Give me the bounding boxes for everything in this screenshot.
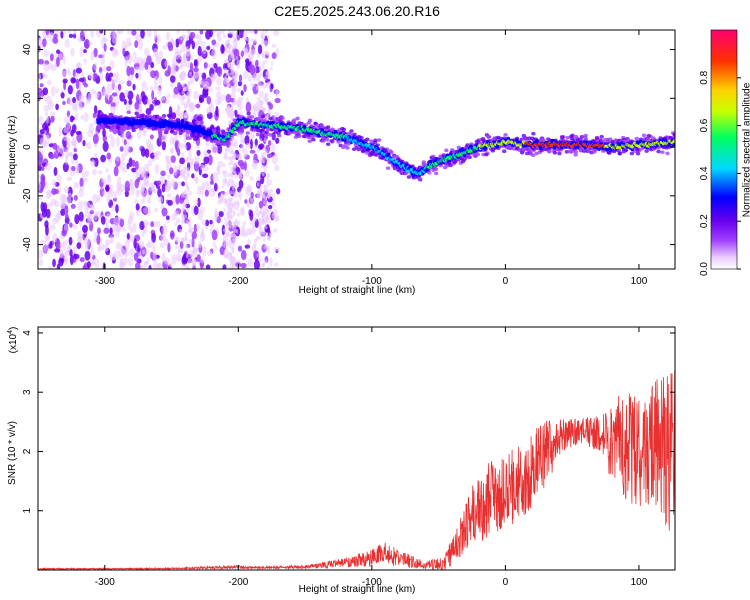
snr-y-ticks: 1 2 3 4 (22, 330, 675, 514)
spectrogram-y-label: Frequency (Hz) (7, 116, 18, 185)
y-tick-label: -20 (22, 188, 33, 203)
colorbar-tick-label: 0.0 (699, 262, 710, 276)
figure-title: C2E5.2025.243.06.20.R16 (274, 3, 440, 19)
spectrogram-x-label: Height of straight line (km) (299, 285, 416, 296)
spectrogram-y-ticks: -40 -20 0 20 40 (22, 44, 675, 252)
snr-frame (37, 326, 676, 571)
y-tick-label: -40 (22, 237, 33, 252)
colorbar-tick-label: 0.2 (699, 214, 710, 228)
colorbar-gradient (710, 29, 738, 270)
y-tick-label: 3 (22, 389, 33, 395)
snr-x-ticks: -300 -200 -100 0 100 (95, 327, 648, 588)
x-tick-label: 0 (503, 276, 509, 287)
y-tick-label: 4 (22, 330, 33, 336)
colorbar-label: Normalized spectral amplitude (741, 82, 750, 217)
x-tick-label: -300 (95, 276, 115, 287)
colorbar-ticks: 0.0 0.2 0.4 0.6 0.8 (699, 70, 741, 276)
x-tick-label: 0 (503, 577, 509, 588)
colorbar-tick-label: 0.6 (699, 118, 710, 132)
y-tick-label: 2 (22, 448, 33, 454)
snr-y-multiplier: (x104) (7, 327, 19, 354)
x-tick-label: -100 (362, 577, 382, 588)
colorbar-tick-label: 0.4 (699, 166, 710, 180)
snr-panel: -300 -200 -100 0 100 1 2 3 4 Height of straight… (7, 326, 676, 595)
colorbar-tick-label: 0.8 (699, 70, 710, 84)
snr-x-label: Height of straight line (km) (299, 584, 416, 595)
spectrogram-x-ticks: -300 -200 -100 0 100 (95, 30, 648, 287)
x-tick-label: 100 (631, 276, 648, 287)
x-tick-label: -300 (95, 577, 115, 588)
snr-y-label: SNR (10 * v/v) (7, 421, 18, 485)
snr-series-line (38, 370, 675, 570)
spectrogram-image (38, 30, 675, 269)
colorbar: 0.0 0.2 0.4 0.6 0.8 Normalized spectral ampl… (699, 29, 750, 276)
x-tick-label: 100 (631, 577, 648, 588)
x-tick-label: -100 (362, 276, 382, 287)
x-tick-label: -200 (228, 276, 248, 287)
y-tick-label: 40 (22, 44, 33, 56)
x-tick-label: -200 (228, 577, 248, 588)
y-tick-label: 1 (22, 508, 33, 514)
y-tick-label: 0 (22, 144, 33, 150)
y-tick-label: 20 (22, 92, 33, 104)
spectrogram-frame (37, 29, 676, 270)
